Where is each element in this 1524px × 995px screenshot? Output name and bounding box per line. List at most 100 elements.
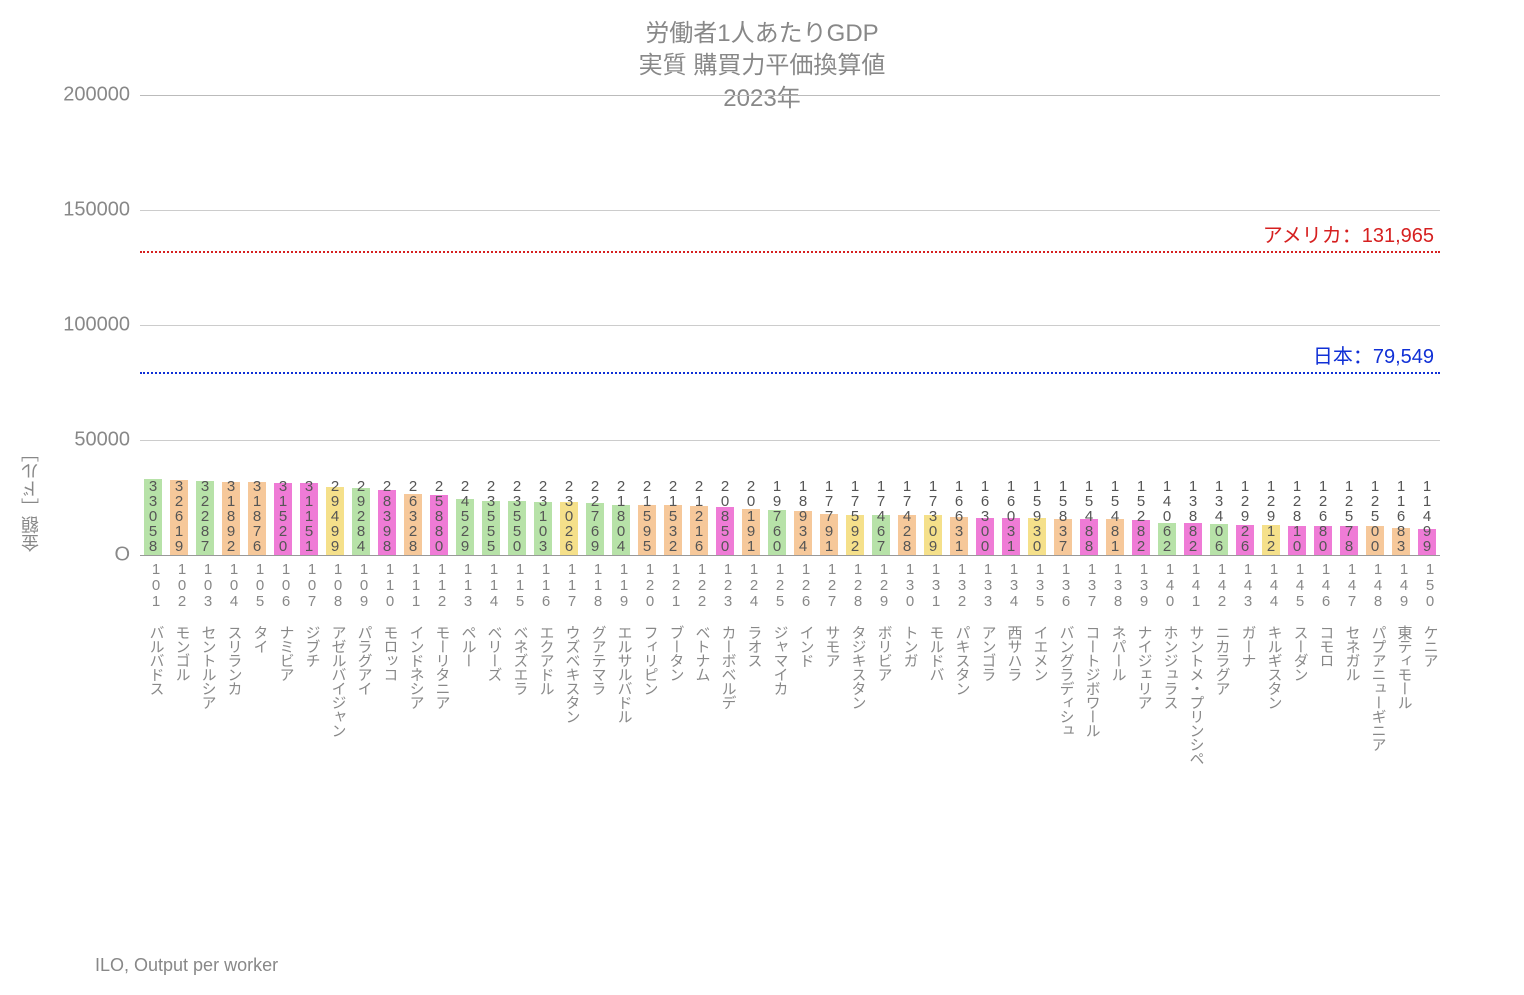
bar: 32619: [170, 480, 188, 555]
bar: 31876: [248, 482, 266, 555]
x-tick-label: 135 イエメン: [1030, 561, 1051, 681]
bar-value-label: 23555: [482, 478, 499, 553]
bar: 11499: [1418, 529, 1436, 555]
bar-value-label: 11683: [1392, 478, 1409, 553]
title-line-2: 実質 購買力平価換算値: [0, 50, 1524, 82]
x-tick-label: 143 ガーナ: [1238, 561, 1259, 667]
bar-value-label: 17309: [924, 478, 941, 553]
bar: 12578: [1340, 526, 1358, 555]
source-footer: ILO, Output per worker: [95, 955, 278, 976]
bar-value-label: 21216: [690, 478, 707, 553]
bar: 24529: [456, 499, 474, 555]
bar-value-label: 16631: [950, 478, 967, 553]
bar-value-label: 12680: [1314, 478, 1331, 553]
bar-value-label: 28398: [378, 478, 395, 553]
x-tick-label: 104 スリランカ: [224, 561, 245, 695]
bar: 29284: [352, 488, 370, 555]
bar-value-label: 29284: [352, 478, 369, 553]
bar-value-label: 21532: [664, 478, 681, 553]
bar-value-label: 31520: [274, 478, 291, 553]
bar: 12500: [1366, 526, 1384, 555]
bar: 23026: [560, 502, 578, 555]
y-tick-label: 150000: [63, 199, 130, 222]
bar-value-label: 11499: [1418, 478, 1435, 553]
bar-value-label: 13406: [1210, 478, 1227, 553]
x-tick-label: 148 パプアニューギニア: [1368, 561, 1389, 751]
x-tick-label: 101 バルバドス: [146, 561, 167, 695]
bar: 15282: [1132, 520, 1150, 555]
bar: 21595: [638, 505, 656, 555]
bar-value-label: 17428: [898, 478, 915, 553]
x-tick-label: 113 ペルー: [458, 561, 479, 667]
bar: 15488: [1080, 519, 1098, 555]
x-tick-label: 106 ナミビア: [276, 561, 297, 681]
x-tick-label: 105 タイ: [250, 561, 271, 653]
y-tick-label: 50000: [74, 429, 130, 452]
bar: 17309: [924, 515, 942, 555]
bar: 31520: [274, 483, 292, 555]
title-line-1: 労働者1人あたりGDP: [0, 18, 1524, 50]
bar-value-label: 24529: [456, 478, 473, 553]
bar: 21532: [664, 505, 682, 555]
x-tick-label: 109 パラグアイ: [354, 561, 375, 695]
bar: 33058: [144, 479, 162, 555]
x-tick-label: 137 コートジボワール: [1082, 561, 1103, 737]
x-tick-label: 115 ベネズエラ: [510, 561, 531, 695]
bar-value-label: 23550: [508, 478, 525, 553]
bar: 25880: [430, 495, 448, 555]
bar-value-label: 20850: [716, 478, 733, 553]
bar: 11683: [1392, 528, 1410, 555]
x-tick-label: 147 セネガル: [1342, 561, 1363, 681]
chart-container: 労働者1人あたりGDP 実質 購買力平価換算値 2023年 金額［ドル］ O50…: [0, 0, 1524, 995]
x-tick-label: 127 サモア: [822, 561, 843, 667]
x-tick-label: 108 アゼルバイジャン: [328, 561, 349, 737]
bar-value-label: 17467: [872, 478, 889, 553]
bar: 28398: [378, 490, 396, 555]
bar-value-label: 31892: [222, 478, 239, 553]
x-tick-label: 132 パキスタン: [952, 561, 973, 695]
bar-value-label: 15488: [1080, 478, 1097, 553]
bar: 31151: [300, 483, 318, 555]
bar-value-label: 15930: [1028, 478, 1045, 553]
bar-value-label: 15837: [1054, 478, 1071, 553]
x-tick-label: 126 インド: [796, 561, 817, 667]
bar-value-label: 32287: [196, 478, 213, 553]
bar-value-label: 29499: [326, 478, 343, 553]
bar: 17791: [820, 514, 838, 555]
bar-value-label: 17592: [846, 478, 863, 553]
bar: 12912: [1262, 525, 1280, 555]
bar: 26328: [404, 494, 422, 555]
bar: 16300: [976, 518, 994, 555]
x-tick-label: 134 西サハラ: [1004, 561, 1025, 681]
x-tick-label: 131 モルドバ: [926, 561, 947, 681]
bar: 32287: [196, 481, 214, 555]
bar: 19760: [768, 510, 786, 555]
bar-value-label: 26328: [404, 478, 421, 553]
bar-value-label: 16300: [976, 478, 993, 553]
x-tick-label: 125 ジャマイカ: [770, 561, 791, 695]
x-tick-label: 149 東ティモール: [1394, 561, 1415, 709]
bar: 15930: [1028, 518, 1046, 555]
bar-value-label: 12810: [1288, 478, 1305, 553]
x-tick-label: 139 ナイジェリア: [1134, 561, 1155, 709]
bar-value-label: 17791: [820, 478, 837, 553]
bar: 13406: [1210, 524, 1228, 555]
plot-area: O50000100000150000200000 アメリカ：131,965日本：…: [140, 95, 1440, 555]
x-tick-label: 114 ベリーズ: [484, 561, 505, 681]
bar: 23550: [508, 501, 526, 555]
bar-value-label: 12926: [1236, 478, 1253, 553]
bar: 21216: [690, 506, 708, 555]
bar-value-label: 18934: [794, 478, 811, 553]
x-tick-label: 123 カーボベルデ: [718, 561, 739, 709]
x-tick-label: 118 グアテマラ: [588, 561, 609, 695]
bar-value-label: 22769: [586, 478, 603, 553]
bar: 29499: [326, 487, 344, 555]
bar: 12810: [1288, 526, 1306, 555]
bar: 12680: [1314, 526, 1332, 555]
bar-value-label: 12912: [1262, 478, 1279, 553]
bar: 23103: [534, 502, 552, 555]
x-tick-label: 146 コモロ: [1316, 561, 1337, 667]
bar-value-label: 21595: [638, 478, 655, 553]
bar: 17467: [872, 515, 890, 555]
bar: 12926: [1236, 525, 1254, 555]
